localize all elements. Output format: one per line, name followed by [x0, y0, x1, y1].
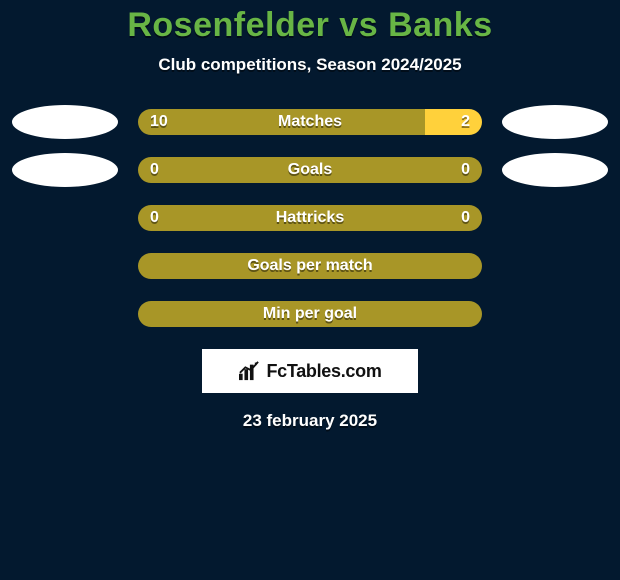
stat-label: Matches — [138, 109, 482, 135]
stat-rows: 102Matches 00Goals 00Hattricks Goals per ma… — [0, 109, 620, 327]
logo-icon — [238, 361, 260, 381]
stat-row: Goals per match — [0, 253, 620, 279]
stat-label: Hattricks — [138, 205, 482, 231]
comparison-card: Rosenfelder vs Banks Club competitions, … — [0, 0, 620, 580]
stat-bar: 102Matches — [138, 109, 482, 135]
player-left-avatar — [12, 105, 118, 139]
logo-text: FcTables.com — [266, 361, 381, 382]
stat-bar: Goals per match — [138, 253, 482, 279]
stat-bar: Min per goal — [138, 301, 482, 327]
stat-bar: 00Goals — [138, 157, 482, 183]
subtitle: Club competitions, Season 2024/2025 — [0, 55, 620, 75]
stat-label: Min per goal — [138, 301, 482, 327]
stat-row: 102Matches — [0, 109, 620, 135]
player-left-avatar — [12, 153, 118, 187]
stat-label: Goals per match — [138, 253, 482, 279]
site-logo: FcTables.com — [202, 349, 418, 393]
player-right-avatar — [502, 105, 608, 139]
stat-label: Goals — [138, 157, 482, 183]
page-title: Rosenfelder vs Banks — [0, 6, 620, 45]
stat-row: 00Hattricks — [0, 205, 620, 231]
date-label: 23 february 2025 — [0, 411, 620, 431]
stat-bar: 00Hattricks — [138, 205, 482, 231]
stat-row: 00Goals — [0, 157, 620, 183]
stat-row: Min per goal — [0, 301, 620, 327]
player-right-avatar — [502, 153, 608, 187]
